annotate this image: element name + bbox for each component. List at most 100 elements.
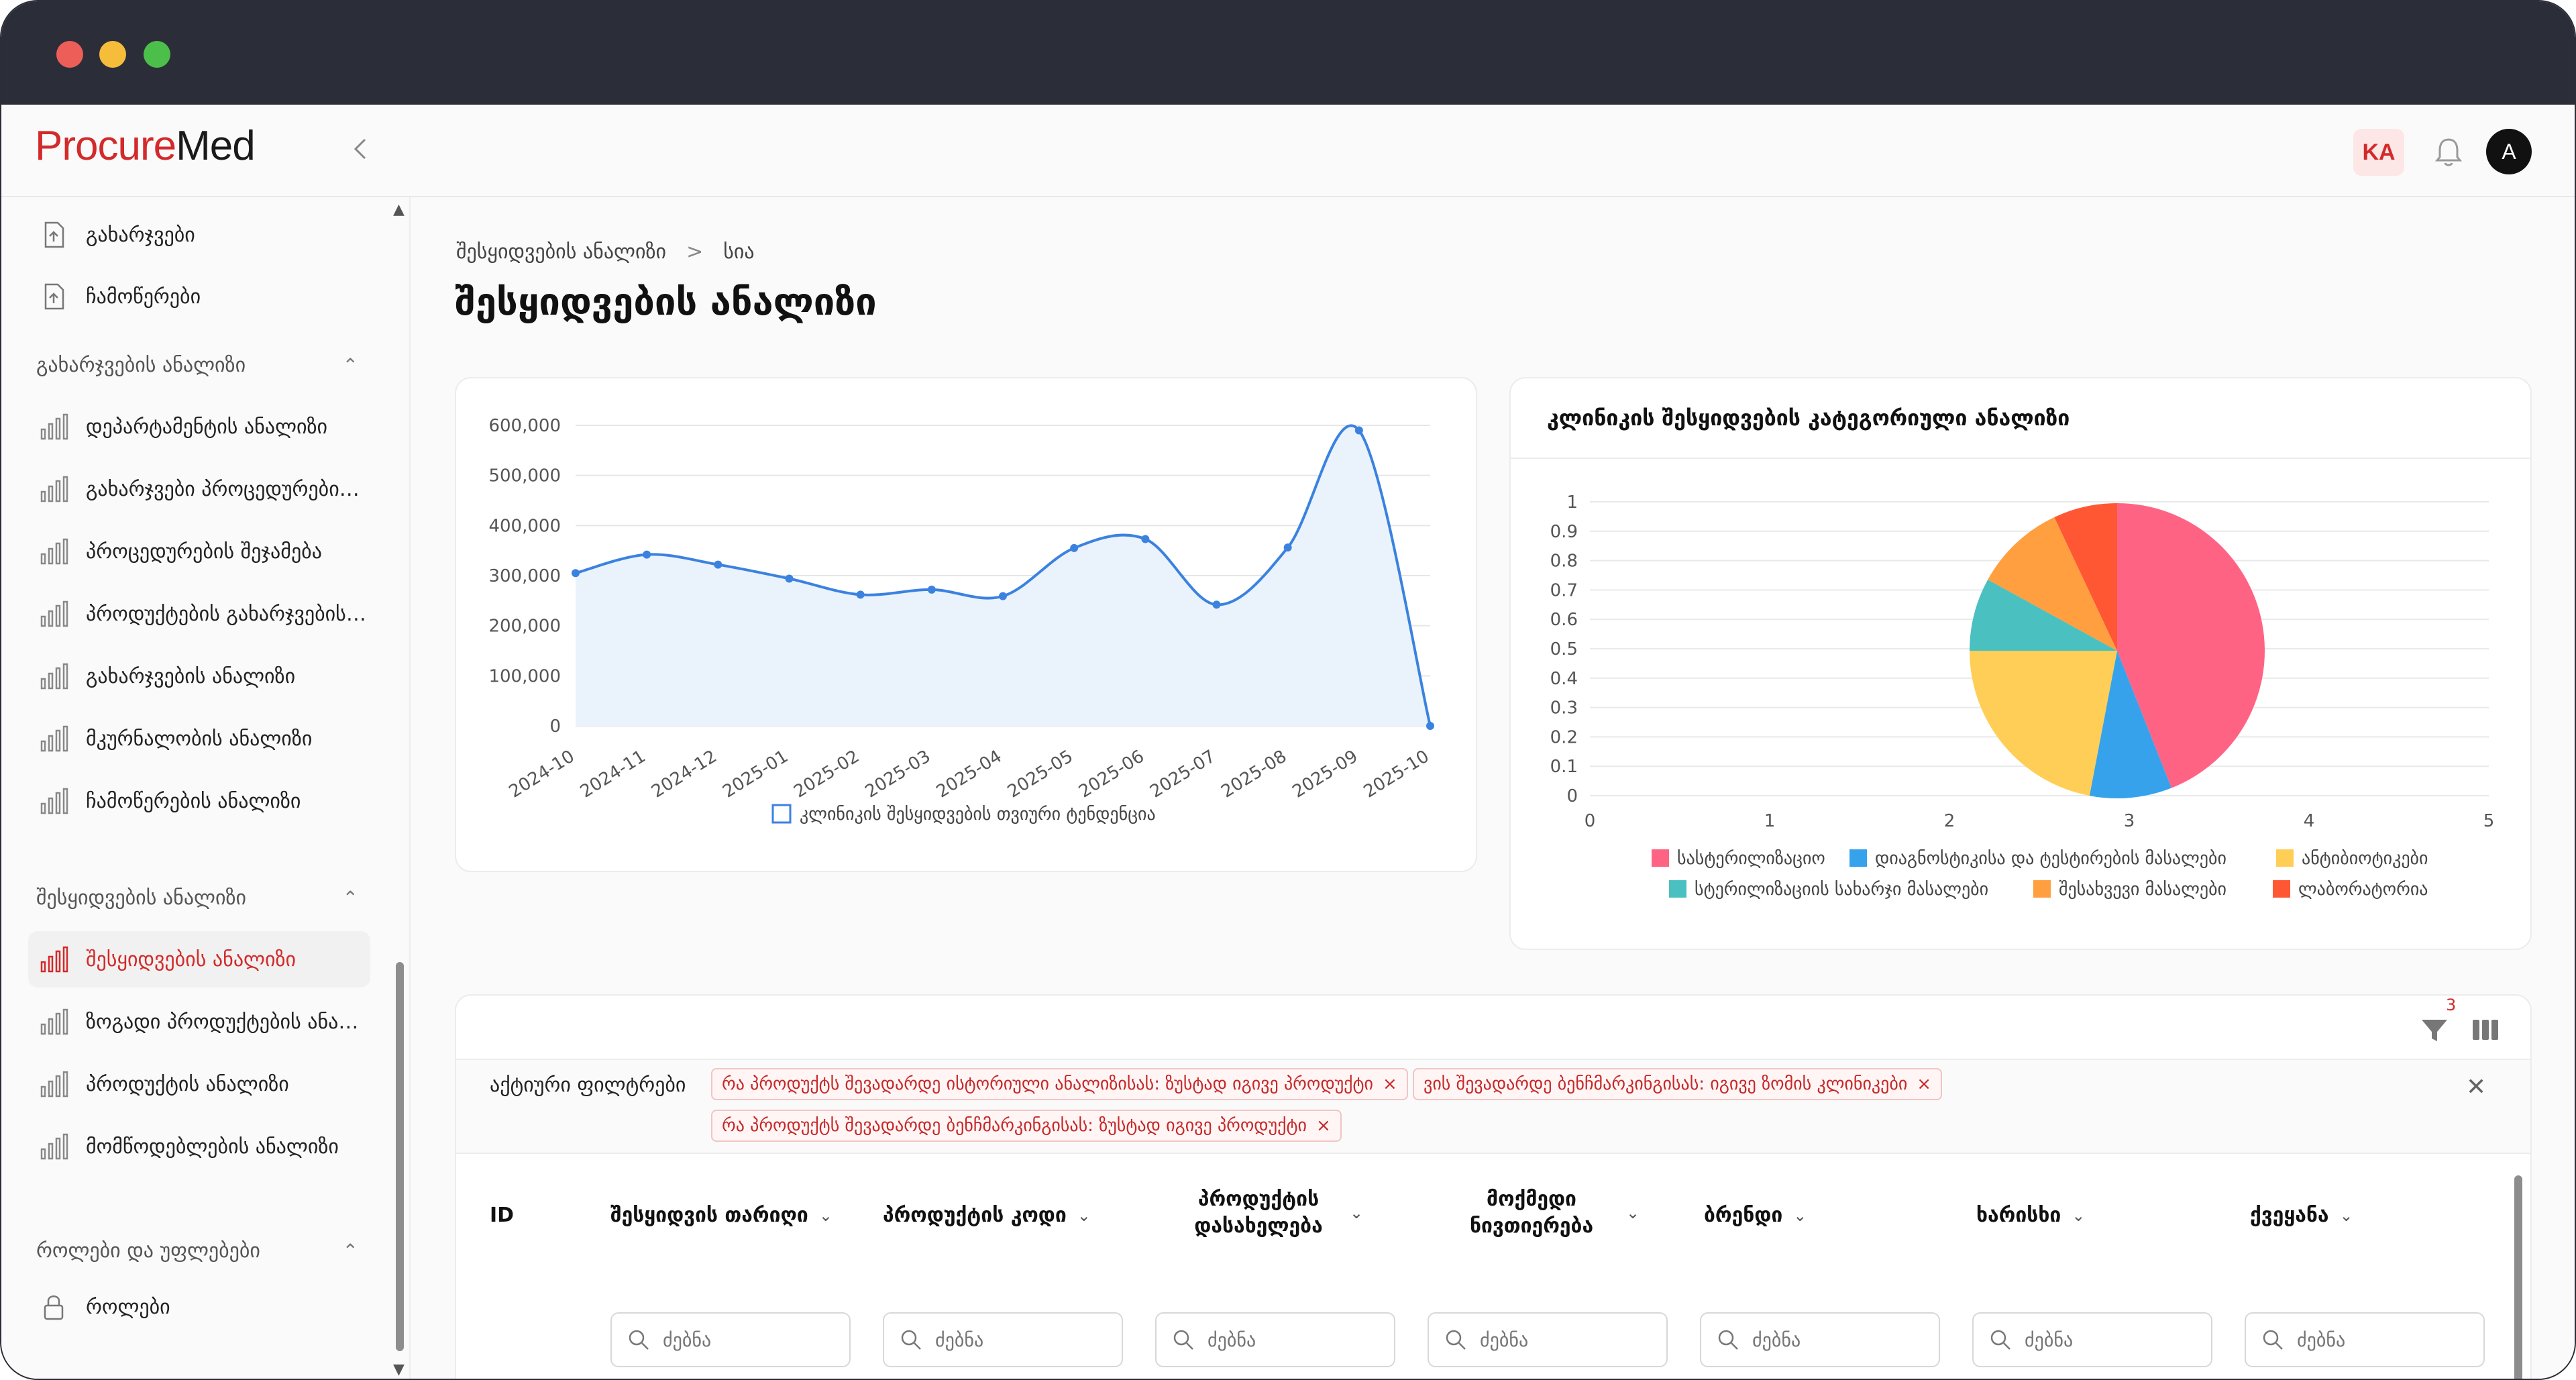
sidebar-item-label: ჩამოწერების ანალიზი	[86, 789, 301, 813]
column-header-country[interactable]: ქვეყანა ⌄	[2250, 1204, 2353, 1227]
data-point[interactable]	[1426, 722, 1434, 730]
search-icon	[2263, 1330, 2283, 1350]
column-search[interactable]	[1155, 1312, 1395, 1367]
close-icon[interactable]: ×	[1382, 1074, 1397, 1094]
legend-swatch[interactable]	[1849, 849, 1867, 867]
clear-filters-icon[interactable]: ✕	[2466, 1073, 2487, 1101]
sidebar-item[interactable]: პროცედურების შეჯამება	[28, 523, 370, 580]
search-input[interactable]	[1208, 1328, 1382, 1351]
sidebar-group-purchase-analysis[interactable]: შესყიდვების ანალიზი ⌃	[36, 878, 358, 918]
sidebar-item[interactable]: შესყიდვების ანალიზი	[28, 931, 370, 988]
sidebar-group-roles[interactable]: როლები და უფლებები ⌃	[36, 1230, 358, 1271]
data-point[interactable]	[856, 590, 865, 599]
search-input[interactable]	[935, 1328, 1110, 1351]
column-header-brand[interactable]: ბრენდი ⌄	[1704, 1204, 1807, 1227]
filter-chip[interactable]: რა პროდუქტს შევადარდე ბენჩმარკინგისას: ზ…	[711, 1110, 1342, 1142]
column-search[interactable]	[2245, 1312, 2485, 1367]
data-point[interactable]	[714, 560, 722, 569]
y-tick-label: 400,000	[488, 516, 561, 536]
legend-label[interactable]: შესახვევი მასალები	[2059, 880, 2226, 900]
table-toolbar: 3	[456, 996, 2530, 1060]
chevron-left-icon[interactable]	[347, 136, 374, 162]
search-input[interactable]	[1480, 1328, 1654, 1351]
sidebar-item[interactable]: მომწოდებლების ანალიზი	[28, 1118, 370, 1175]
sidebar-scrollbar[interactable]	[396, 962, 404, 1351]
legend-label[interactable]: სასტერილიზაციო	[1677, 849, 1825, 869]
sidebar-item[interactable]: გახარჯვების ანალიზი	[28, 648, 370, 704]
column-search[interactable]	[1972, 1312, 2212, 1367]
scroll-up-arrow[interactable]: ▲	[393, 201, 405, 218]
pie-slice[interactable]	[1970, 580, 2117, 651]
sidebar-item-writeoffs[interactable]: ჩამოწერები	[28, 268, 370, 325]
scroll-down-arrow[interactable]: ▼	[393, 1361, 405, 1378]
column-search[interactable]	[1700, 1312, 1940, 1367]
minimize-window-button[interactable]	[99, 41, 126, 68]
data-point[interactable]	[572, 569, 580, 578]
legend-swatch[interactable]	[2033, 880, 2051, 898]
sidebar-item[interactable]: ზოგადი პროდუქტების ანალიზი	[28, 994, 370, 1050]
legend-label[interactable]: დიაგნოსტიკისა და ტესტირების მასალები	[1875, 849, 2226, 869]
sidebar-item[interactable]: პროდუქტის ანალიზი	[28, 1056, 370, 1112]
sidebar-item[interactable]: გახარჯვები პროცედურების მიხედვით	[28, 461, 370, 517]
column-header-product-name[interactable]: პროდუქტის დასახელება ⌄	[1178, 1186, 1379, 1240]
data-point[interactable]	[927, 585, 936, 594]
pie-slice[interactable]	[2054, 503, 2117, 651]
filter-chip[interactable]: რა პროდუქტს შევადარდე ისტორიული ანალიზის…	[711, 1068, 1408, 1100]
sidebar-item[interactable]: ჩამოწერების ანალიზი	[28, 773, 370, 829]
close-window-button[interactable]	[56, 41, 83, 68]
column-header-active-ingredient[interactable]: მოქმედი ნივთიერება ⌄	[1448, 1186, 1656, 1240]
data-point[interactable]	[1283, 543, 1292, 552]
data-point[interactable]	[1354, 426, 1363, 435]
filter-chip[interactable]: ვის შევადარდე ბენჩმარკინგისას: იგივე ზომ…	[1413, 1068, 1943, 1100]
data-point[interactable]	[785, 574, 794, 583]
sidebar-item-roles[interactable]: როლები	[28, 1279, 370, 1335]
close-icon[interactable]: ×	[1917, 1074, 1932, 1094]
legend-swatch[interactable]	[1652, 849, 1669, 867]
language-switch[interactable]: KA	[2353, 129, 2404, 176]
pie-slice[interactable]	[2089, 651, 2171, 798]
logo[interactable]: ProcureMed	[35, 122, 256, 170]
legend-swatch[interactable]	[2276, 849, 2294, 867]
legend-swatch[interactable]	[1669, 880, 1686, 898]
maximize-window-button[interactable]	[144, 41, 170, 68]
data-point[interactable]	[1070, 543, 1079, 552]
filter-icon[interactable]	[2418, 1013, 2451, 1047]
bell-icon[interactable]	[2428, 131, 2469, 172]
pie-slice[interactable]	[1970, 651, 2117, 796]
data-point[interactable]	[1141, 535, 1150, 543]
sidebar-group-expense-analysis[interactable]: გახარჯვების ანალიზი ⌃	[36, 345, 358, 385]
pie-slice[interactable]	[2117, 503, 2265, 788]
legend-swatch[interactable]	[771, 804, 792, 824]
search-input[interactable]	[1752, 1328, 1927, 1351]
lock-icon	[44, 1295, 64, 1320]
column-search[interactable]	[883, 1312, 1123, 1367]
table-scrollbar[interactable]	[2514, 1175, 2522, 1379]
legend-label[interactable]: ანტიბიოტიკები	[2302, 849, 2428, 869]
pie-slice[interactable]	[1988, 517, 2117, 651]
sidebar-item-expenses[interactable]: გახარჯვები	[28, 207, 370, 263]
column-header-grade[interactable]: ხარისხი ⌄	[1976, 1204, 2085, 1227]
avatar[interactable]: A	[2486, 129, 2532, 174]
sidebar-item[interactable]: პროდუქტების გახარჯვების ანალიზი	[28, 586, 370, 642]
data-point[interactable]	[1212, 600, 1221, 609]
search-input[interactable]	[663, 1328, 837, 1351]
sidebar-item[interactable]: მკურნალობის ანალიზი	[28, 710, 370, 767]
legend-label[interactable]: ლაბორატორია	[2298, 880, 2428, 900]
columns-icon[interactable]	[2470, 1014, 2501, 1045]
data-point[interactable]	[999, 592, 1007, 600]
sidebar-item[interactable]: დეპარტამენტის ანალიზი	[28, 399, 370, 455]
breadcrumb-parent[interactable]: შესყიდვების ანალიზი	[456, 240, 667, 264]
column-search[interactable]	[1428, 1312, 1668, 1367]
bar-chart-icon	[40, 600, 68, 627]
column-header-purchase-date[interactable]: შესყიდვის თარიღი ⌄	[610, 1204, 833, 1227]
legend-label[interactable]: კლინიკის შესყიდვების თვიური ტენდენცია	[800, 804, 1156, 825]
data-point[interactable]	[643, 550, 651, 559]
legend-label[interactable]: სტერილიზაციის სახარჯი მასალები	[1695, 880, 1988, 900]
search-input[interactable]	[2025, 1328, 2199, 1351]
column-header-product-code[interactable]: პროდუქტის კოდი ⌄	[883, 1204, 1091, 1227]
legend-swatch[interactable]	[2273, 880, 2290, 898]
column-header-id[interactable]: ID	[490, 1204, 514, 1227]
search-input[interactable]	[2297, 1328, 2471, 1351]
column-search[interactable]	[610, 1312, 851, 1367]
close-icon[interactable]: ×	[1316, 1116, 1331, 1136]
